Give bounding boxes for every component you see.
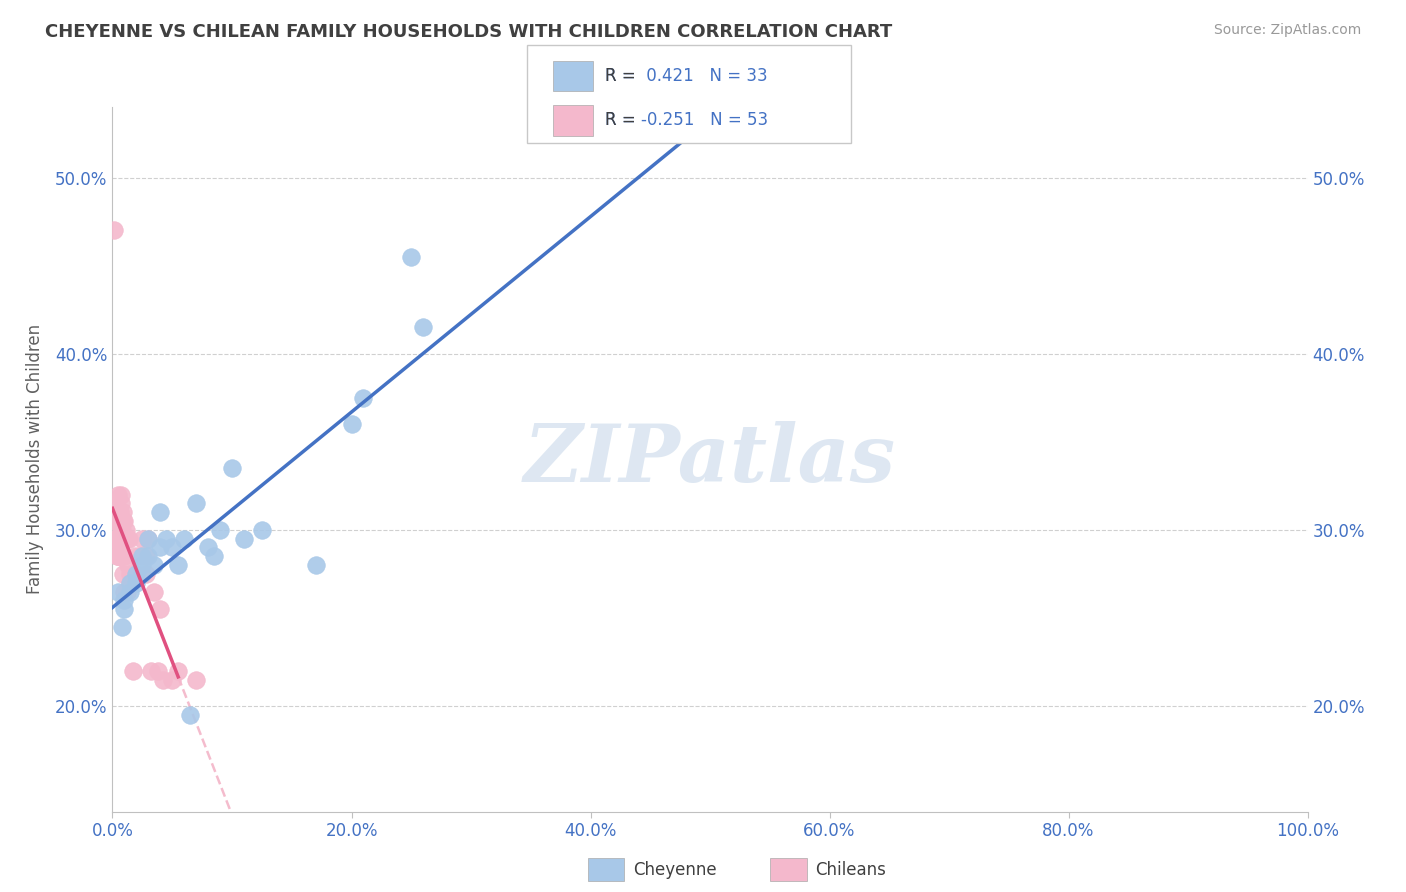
Point xyxy=(104,514,127,528)
Text: Source: ZipAtlas.com: Source: ZipAtlas.com xyxy=(1213,23,1361,37)
Point xyxy=(135,566,157,581)
Point xyxy=(121,664,143,678)
Point xyxy=(111,523,134,537)
Point xyxy=(125,575,148,590)
Point xyxy=(146,664,169,678)
Point xyxy=(155,532,177,546)
Point xyxy=(162,541,183,555)
Point xyxy=(103,223,125,237)
Text: R = -0.251   N = 53: R = -0.251 N = 53 xyxy=(605,112,768,129)
Point xyxy=(107,487,129,501)
Point xyxy=(107,549,129,564)
Point xyxy=(112,514,135,528)
Point xyxy=(135,549,157,564)
Point xyxy=(209,523,232,537)
Point xyxy=(149,602,172,616)
Point xyxy=(131,566,153,581)
Text: CHEYENNE VS CHILEAN FAMILY HOUSEHOLDS WITH CHILDREN CORRELATION CHART: CHEYENNE VS CHILEAN FAMILY HOUSEHOLDS WI… xyxy=(45,23,893,41)
Point xyxy=(105,496,128,510)
Point xyxy=(115,532,138,546)
Point xyxy=(110,532,132,546)
Point xyxy=(111,549,134,564)
Point xyxy=(179,707,201,722)
Point xyxy=(138,532,160,546)
Point xyxy=(167,558,190,573)
Point xyxy=(221,461,243,475)
Point xyxy=(305,558,328,573)
Point xyxy=(120,566,142,581)
Point xyxy=(105,514,128,528)
Point xyxy=(149,505,172,519)
Point xyxy=(352,391,374,405)
Text: R =: R = xyxy=(605,112,641,129)
Point xyxy=(143,584,166,599)
Point xyxy=(107,532,129,546)
Point xyxy=(143,558,166,573)
Point xyxy=(103,514,125,528)
Point xyxy=(114,523,136,537)
Point xyxy=(167,664,190,678)
Point xyxy=(105,532,128,546)
Point xyxy=(250,523,273,537)
Point xyxy=(114,602,135,616)
Point xyxy=(108,505,131,519)
Point xyxy=(128,549,150,564)
Point xyxy=(110,496,132,510)
Point xyxy=(340,417,363,431)
Point xyxy=(120,575,142,590)
Text: Chileans: Chileans xyxy=(815,861,886,879)
Point xyxy=(118,532,141,546)
Point xyxy=(105,541,128,555)
Point xyxy=(111,532,134,546)
Point xyxy=(186,673,208,687)
Point xyxy=(114,549,135,564)
Point xyxy=(125,566,148,581)
Point xyxy=(105,549,128,564)
Point xyxy=(107,584,129,599)
Point xyxy=(122,566,145,581)
Point xyxy=(139,664,162,678)
Point xyxy=(120,575,142,590)
Point xyxy=(107,549,129,564)
Point xyxy=(114,514,135,528)
Text: ZIPatlas: ZIPatlas xyxy=(524,421,896,498)
Point xyxy=(162,673,183,687)
Point xyxy=(103,532,125,546)
Point xyxy=(111,620,134,634)
Point xyxy=(138,549,160,564)
Point xyxy=(115,584,138,599)
Point xyxy=(114,532,135,546)
Point xyxy=(125,566,148,581)
Text: R =: R = xyxy=(605,67,641,85)
Text: R =  0.421   N = 33: R = 0.421 N = 33 xyxy=(605,67,768,85)
Point xyxy=(108,514,131,528)
Point xyxy=(202,549,225,564)
Point xyxy=(131,532,153,546)
Point xyxy=(112,566,135,581)
Point xyxy=(197,541,219,555)
Point xyxy=(138,532,160,546)
Point xyxy=(131,549,153,564)
Point xyxy=(173,532,195,546)
Point xyxy=(104,532,127,546)
Point xyxy=(120,584,142,599)
Text: Cheyenne: Cheyenne xyxy=(633,861,716,879)
Point xyxy=(124,549,146,564)
Point xyxy=(114,584,135,599)
Point xyxy=(117,558,139,573)
Y-axis label: Family Households with Children: Family Households with Children xyxy=(25,325,44,594)
Point xyxy=(131,558,153,573)
Point xyxy=(110,487,132,501)
Point xyxy=(186,496,208,510)
Point xyxy=(233,532,256,546)
Point xyxy=(152,673,174,687)
Point xyxy=(114,593,135,607)
Point xyxy=(401,250,423,264)
Point xyxy=(412,320,434,334)
Point xyxy=(112,505,135,519)
Point xyxy=(149,541,172,555)
